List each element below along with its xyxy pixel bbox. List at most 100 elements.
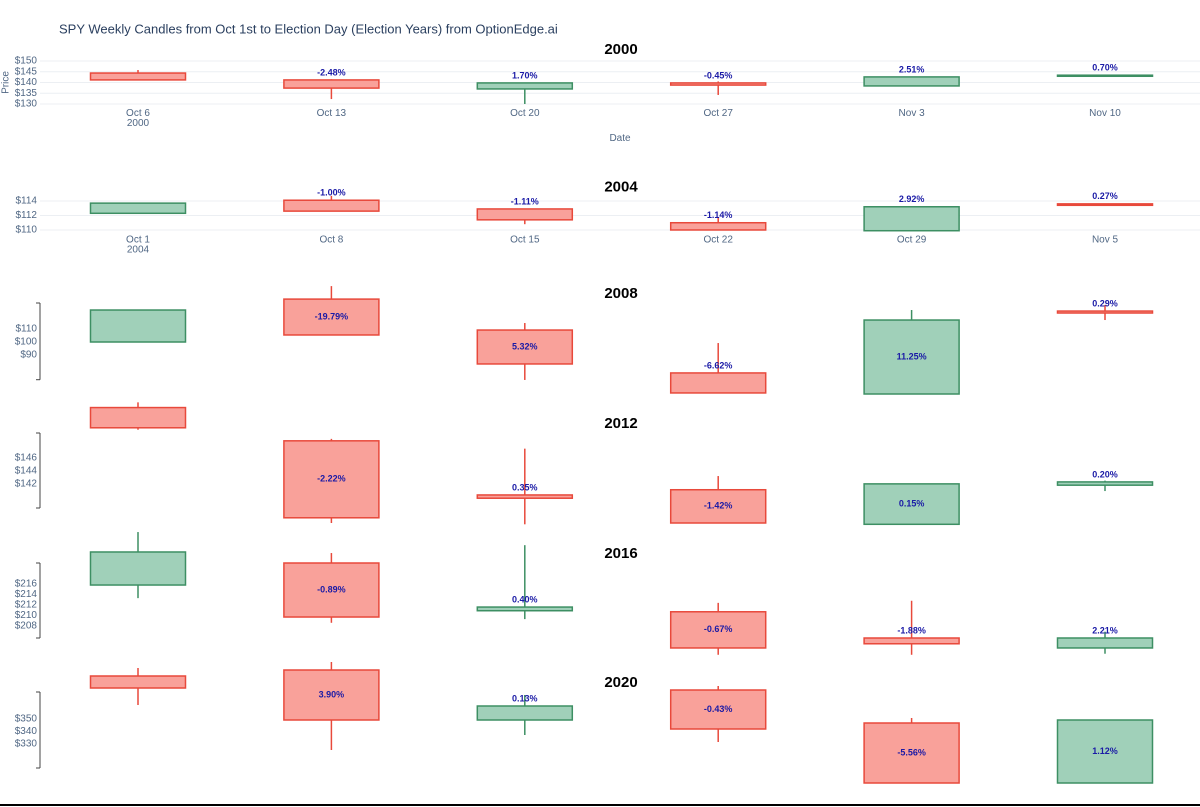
candle-body [669,488,767,524]
y-tick-label: $150 [15,56,38,67]
y-tick-label: $216 [15,579,38,590]
candle-body [863,319,960,395]
y-tick-label: $110 [15,324,37,335]
y-tick-label: $212 [15,600,38,611]
change-label: -1.11% [511,196,539,206]
candle-body [89,309,187,343]
y-tick-label: $330 [15,739,38,750]
page-title: SPY Weekly Candles from Oct 1st to Elect… [59,21,558,36]
y-tick-label: $110 [15,225,37,236]
y-tick-label: $340 [15,726,38,737]
candle-body [89,202,187,215]
change-label: -1.42% [704,501,733,511]
y-tick-label: $130 [15,99,38,110]
x-axis-title: Date [609,133,631,144]
change-label: -1.00% [317,188,346,198]
candle-body [283,298,380,336]
subplot-title: 2020 [604,674,637,691]
change-label: 0.20% [1092,469,1118,479]
candle-body [863,76,960,87]
candle-body [476,606,574,612]
change-label: 0.27% [1092,191,1118,201]
candle-body [669,689,767,730]
candle-body [1056,74,1154,78]
subplot-title: 2012 [604,415,637,432]
change-label: 2.51% [899,64,925,74]
x-tick-label: Oct 22 [703,235,733,246]
subplot-title: 2004 [604,179,638,196]
candle-body [1056,203,1154,207]
y-tick-label: $90 [20,350,37,361]
change-label: 2.92% [899,194,925,204]
change-label: -1.88% [897,625,926,635]
change-label: -0.89% [317,584,346,594]
y-tick-label: $142 [15,479,38,490]
change-label: 1.70% [512,70,538,80]
y-tick-label: $135 [15,88,38,99]
change-label: 2.21% [1092,625,1118,635]
change-label: -0.45% [704,70,733,80]
subplot-title: 2000 [604,41,637,58]
y-tick-label: $144 [15,465,38,476]
x-tick-year: 2004 [127,245,150,256]
change-label: 0.35% [512,482,538,492]
y-tick-label: $100 [15,337,38,348]
candle-body [476,705,574,721]
change-label: 0.13% [512,693,538,703]
candle-body [669,611,767,649]
change-label: 0.29% [1092,298,1118,308]
y-tick-label: $208 [15,621,38,632]
candle-body [1056,719,1154,784]
change-label: 0.15% [899,498,925,508]
change-label: -0.67% [704,624,733,634]
change-label: -2.48% [317,67,346,77]
candle-body [1056,637,1154,649]
change-label: -1.14% [704,210,733,220]
subplot-title: 2016 [604,545,637,562]
change-label: 0.70% [1092,63,1118,73]
candle-body [863,206,960,232]
x-tick-label: Nov 5 [1092,235,1119,246]
candle-body [283,562,380,618]
candle-body [863,722,960,784]
candle-body [669,82,767,86]
x-tick-label: Oct 1 [126,235,150,246]
change-label: -2.22% [317,474,346,484]
change-label: 11.25% [897,351,927,361]
candle-body [669,372,767,394]
y-tick-label: $210 [15,610,38,621]
y-axis-title: Price [1,71,12,94]
candle-body [476,82,574,90]
candle-body [89,72,187,81]
candle-body [283,440,380,519]
y-tick-label: $140 [15,77,38,88]
y-tick-label: $350 [15,714,38,725]
x-tick-label: Oct 6 [126,108,150,119]
change-label: -6.62% [704,360,733,370]
candle-body [89,675,187,689]
subplot-title: 2008 [604,285,637,302]
y-tick-label: $145 [15,66,38,77]
candle-body [863,483,960,526]
change-label: -19.79% [315,311,349,321]
y-tick-label: $114 [15,196,37,207]
y-tick-label: $214 [15,589,38,600]
candle-body [863,637,960,645]
y-tick-label: $112 [15,210,37,221]
candle-body [669,221,767,231]
candle-body [476,208,574,221]
change-label: 5.32% [512,341,538,351]
candle-body [283,669,380,721]
x-tick-label: Oct 15 [510,235,540,246]
candle-body [89,551,187,586]
candle-body [476,329,574,365]
x-tick-label: Oct 8 [319,235,343,246]
x-tick-label: Oct 27 [703,108,733,119]
candle-body [89,406,187,429]
x-tick-label: Nov 10 [1089,108,1121,119]
x-tick-label: Oct 13 [317,108,347,119]
y-tick-label: $146 [15,452,38,463]
candle-body [283,199,380,212]
x-tick-label: Oct 29 [897,235,927,246]
x-tick-year: 2000 [127,118,150,129]
